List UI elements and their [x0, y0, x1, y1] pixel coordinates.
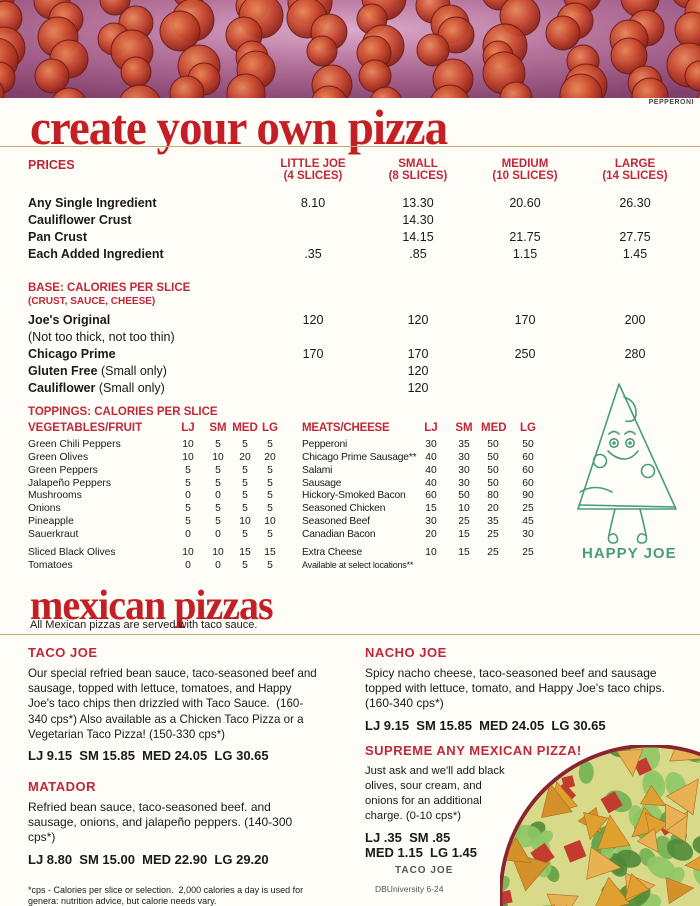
- svg-text:HAPPY JOE: HAPPY JOE: [582, 545, 677, 562]
